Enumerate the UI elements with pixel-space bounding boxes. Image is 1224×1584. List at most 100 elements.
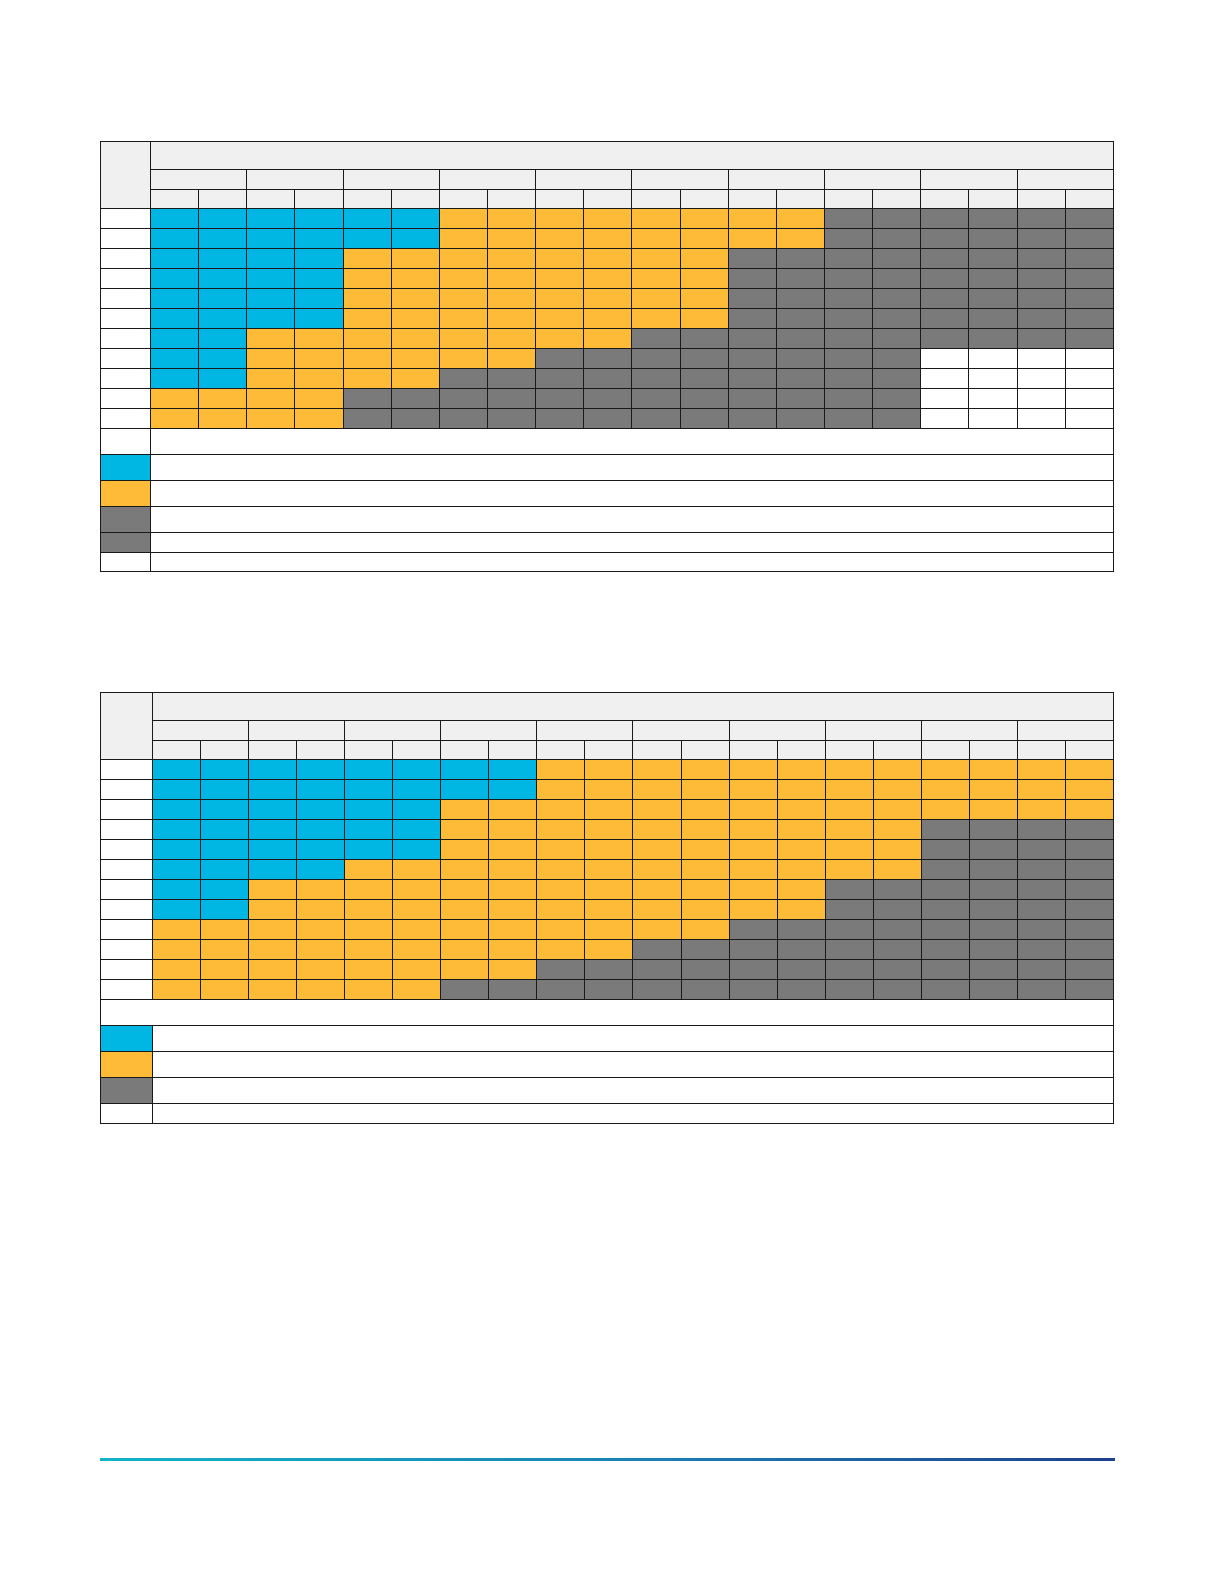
grid-cell (824, 959, 874, 980)
grid-cell (823, 268, 874, 289)
grid-cell (294, 208, 344, 229)
grid-cell (151, 939, 202, 960)
grid-cell (968, 759, 1018, 780)
group-header-cell (824, 720, 922, 741)
grid-cell (1016, 308, 1066, 329)
grid-cell (151, 979, 202, 1000)
subcol-header-cell (824, 740, 874, 760)
grid-cell (486, 348, 537, 369)
grid-cell (823, 228, 874, 249)
subcol-header-cell (151, 740, 202, 760)
grid-cell (535, 348, 585, 369)
grid-cell (248, 779, 298, 800)
grid-cell (440, 939, 490, 960)
grid-cell (632, 839, 682, 860)
legend-text-cell (152, 1051, 1114, 1078)
legend-swatch (100, 532, 151, 553)
grid-cell (488, 919, 538, 940)
group-header-cell (344, 720, 442, 741)
legend-text-cell (150, 552, 1114, 572)
subcol-header-cell (344, 740, 394, 760)
grid-cell (440, 759, 490, 780)
subcol-header-cell (728, 740, 778, 760)
grid-cell (824, 819, 874, 840)
grid-cell (248, 899, 298, 920)
grid-cell (486, 308, 537, 329)
grid-cell (679, 368, 729, 389)
grid-cell (775, 288, 825, 309)
grid-cell (536, 919, 586, 940)
grid-cell (1064, 228, 1114, 249)
grid-cell (296, 959, 346, 980)
grid-cell (438, 208, 488, 229)
grid-cell (728, 899, 778, 920)
row-label-cell (100, 328, 151, 349)
grid-cell (536, 959, 586, 980)
grid-cell (342, 348, 392, 369)
subcol-header-cell (680, 740, 730, 760)
grid-cell (392, 959, 442, 980)
grid-cell (632, 779, 682, 800)
subcol-header-cell (1064, 189, 1114, 209)
grid-cell (248, 939, 298, 960)
grid-cell (1016, 348, 1066, 369)
grid-cell (1064, 839, 1115, 860)
grid-cell (342, 208, 392, 229)
grid-cell (584, 979, 634, 1000)
grid-cell (440, 799, 490, 820)
grid-cell (151, 879, 202, 900)
grid-cell (536, 979, 586, 1000)
table-row (100, 388, 1114, 409)
grid-cell (920, 919, 970, 940)
row-label-cell (100, 819, 153, 840)
grid-cell (631, 308, 681, 329)
grid-cell (679, 348, 729, 369)
grid-cell (728, 839, 778, 860)
grid-cell (1064, 368, 1114, 389)
group-header-cell (1016, 720, 1115, 741)
grid-cell (1064, 919, 1115, 940)
grid-cell (535, 328, 585, 349)
grid-cell (968, 799, 1018, 820)
grid-cell (583, 348, 633, 369)
grid-cell (390, 388, 440, 409)
grid-cell (776, 959, 826, 980)
grid-cell (775, 248, 825, 269)
group-header-cell (438, 169, 537, 190)
grid-cell (151, 839, 202, 860)
table-row (100, 899, 1115, 920)
subcol-header-cell (438, 189, 488, 209)
grid-cell (440, 979, 490, 1000)
grid-cell (1064, 208, 1114, 229)
grid-cell (776, 779, 826, 800)
grid-cell (1016, 859, 1066, 880)
grid-cell (149, 268, 200, 289)
grid-cell (1016, 879, 1066, 900)
grid-cell (390, 268, 440, 289)
grid-cell (296, 899, 346, 920)
grid-cell (583, 228, 633, 249)
grid-cell (679, 228, 729, 249)
grid-cell (198, 408, 248, 429)
table-row (100, 939, 1115, 960)
grid-cell (535, 368, 585, 389)
grid-cell (151, 779, 202, 800)
legend-swatch (100, 1051, 153, 1078)
group-header-cell (536, 720, 634, 741)
grid-cell (486, 368, 537, 389)
grid-cell (438, 288, 488, 309)
grid-cell (1016, 779, 1066, 800)
grid-cell (1016, 919, 1066, 940)
subcol-header-cell (440, 740, 490, 760)
table-row (100, 268, 1114, 289)
grid-cell (1064, 819, 1115, 840)
grid-cell (198, 368, 248, 389)
group-header-cell (151, 720, 250, 741)
grid-cell (198, 248, 248, 269)
grid-cell (342, 248, 392, 269)
grid-cell (342, 388, 392, 409)
grid-cell (296, 799, 346, 820)
grid-cell (728, 959, 778, 980)
grid-cell (248, 759, 298, 780)
grid-cell (246, 388, 296, 409)
